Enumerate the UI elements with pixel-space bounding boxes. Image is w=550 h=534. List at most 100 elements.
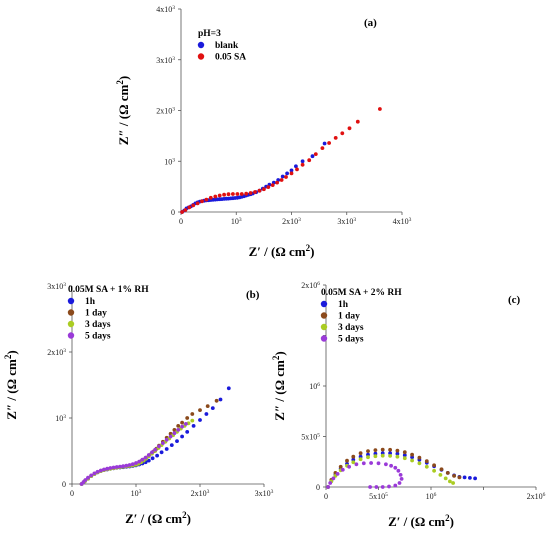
y-axis-label: Z″ / (Ω cm2) (3, 350, 19, 419)
data-point (388, 454, 392, 458)
data-point (368, 485, 372, 489)
data-point (168, 434, 173, 439)
data-point (161, 441, 165, 445)
data-point (218, 397, 223, 402)
data-point (448, 479, 452, 484)
x-tick-label: 0 (179, 217, 183, 226)
data-point (284, 175, 288, 179)
data-point (393, 465, 398, 470)
data-point (347, 464, 351, 469)
data-point (295, 167, 299, 172)
data-point (395, 454, 400, 459)
data-point (205, 404, 210, 408)
data-point (354, 462, 359, 467)
data-point (384, 462, 388, 467)
data-point (340, 131, 345, 136)
data-point (275, 180, 279, 185)
data-point (398, 473, 403, 477)
data-point (313, 152, 318, 157)
data-point (83, 478, 88, 482)
x-axis-label: Z′ / (Ω cm2) (249, 243, 315, 259)
data-point (410, 458, 414, 463)
x-axis-label: Z′ / (Ω cm2) (388, 513, 454, 529)
legend-marker (320, 300, 328, 308)
data-point (338, 464, 343, 469)
x-tick-label: 3x103 (337, 217, 356, 226)
y-tick-label: 2x106 (301, 281, 320, 290)
data-point (183, 208, 188, 212)
data-point (397, 481, 402, 485)
legend-marker (197, 41, 205, 49)
data-point (417, 455, 422, 460)
data-point (351, 460, 356, 465)
x-tick-label: 0 (324, 492, 328, 501)
data-point (410, 452, 414, 457)
data-point (239, 192, 244, 196)
data-point (180, 210, 185, 214)
data-point (340, 467, 345, 472)
y-tick-label: 0 (316, 483, 320, 492)
data-point (191, 203, 196, 208)
data-point (244, 191, 249, 196)
data-point (111, 465, 116, 470)
data-point (150, 456, 155, 461)
data-point (190, 412, 195, 416)
data-point (380, 453, 385, 458)
legend-title: 0.05M SA + 2% RH (321, 288, 402, 298)
data-point (424, 464, 429, 469)
data-point (105, 466, 110, 471)
data-point (140, 457, 145, 462)
data-point (102, 467, 106, 472)
data-point (146, 458, 151, 463)
data-point (180, 434, 185, 439)
x-tick-label: 106 (426, 492, 437, 501)
x-axis-label: Z′ / (Ω cm2) (125, 510, 191, 526)
data-point (204, 197, 209, 202)
panel-label: (b) (246, 289, 260, 301)
y-axis-label: Z″ / (Ω cm2) (271, 351, 287, 420)
data-point (351, 454, 356, 459)
data-point (235, 192, 240, 196)
data-point (380, 447, 385, 452)
y-tick-label: 3x103 (156, 56, 175, 65)
data-point (185, 430, 190, 434)
legend-marker (67, 309, 75, 316)
data-point (331, 476, 336, 481)
data-point (185, 416, 190, 420)
data-point (200, 199, 204, 204)
data-point (226, 192, 231, 197)
series-5-days (79, 422, 188, 486)
data-point (217, 193, 222, 198)
y-axis-label: Z″ / (Ω cm2) (115, 76, 131, 145)
data-point (127, 463, 132, 467)
data-point (169, 443, 174, 447)
data-point (326, 485, 330, 489)
data-point (213, 194, 218, 199)
data-point (289, 168, 294, 173)
legend-marker (67, 297, 75, 305)
data-point (180, 424, 185, 429)
data-point (380, 485, 385, 489)
data-point (108, 466, 113, 470)
data-point (402, 453, 407, 458)
panel-b: 0 103 2x103 3x103 0 103 2x103 3x103 Z′ / (Ω cm2)… (3, 282, 274, 526)
y-tick-label: 2x103 (47, 348, 66, 357)
data-point (184, 422, 188, 426)
legend-entry: 3 days (338, 323, 364, 333)
data-point (396, 468, 401, 473)
data-point (358, 451, 363, 456)
data-point (137, 459, 142, 464)
data-point (395, 448, 400, 453)
data-point (150, 450, 154, 455)
panel-a: 0 103 2x103 3x103 4x103 0 103 2x103 3x103 4x103 Z′… (115, 5, 412, 259)
data-point (322, 141, 327, 146)
data-point (366, 455, 370, 460)
legend-title: 0.05M SA + 1% RH (68, 285, 149, 295)
y-tick-label: 103 (164, 157, 175, 166)
data-point (86, 475, 90, 480)
data-point (376, 461, 381, 466)
data-point (262, 187, 266, 192)
y-tick-label: 0 (62, 480, 66, 489)
data-point (191, 424, 196, 428)
